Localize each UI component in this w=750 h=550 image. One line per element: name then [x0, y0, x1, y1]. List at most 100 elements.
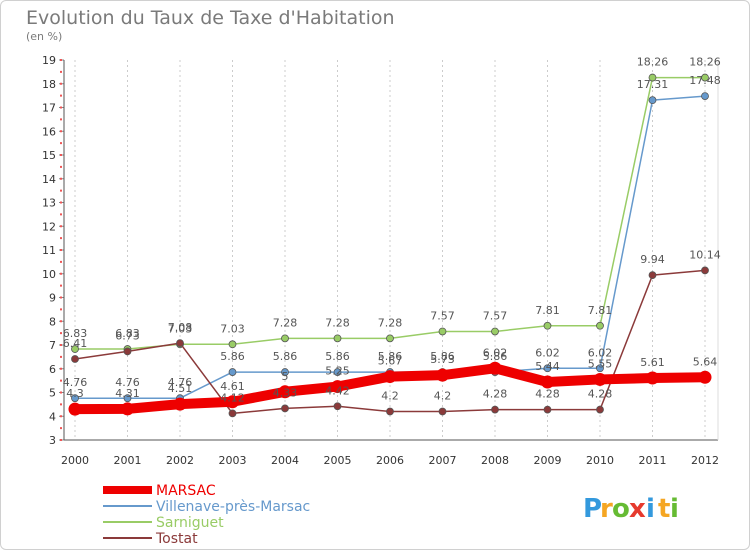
data-point — [333, 368, 342, 376]
y-minor-mark — [60, 332, 62, 335]
data-point — [123, 394, 132, 403]
y-tick-label: 13 — [42, 197, 56, 210]
data-point — [333, 334, 342, 343]
data-point — [646, 371, 659, 385]
data-label: 4.28 — [535, 388, 560, 401]
x-tick-label: 2004 — [271, 454, 299, 467]
y-minor-mark — [60, 237, 62, 240]
data-point — [648, 96, 657, 105]
y-minor-mark — [60, 391, 62, 394]
data-labels: 4.3 4.31 4.51 4.615 5.255.67 5.736.025.44 5.55… — [63, 56, 721, 405]
data-point — [596, 321, 604, 330]
y-minor-mark — [60, 379, 62, 382]
data-point — [593, 372, 607, 386]
y-tick-label: 14 — [42, 173, 56, 186]
data-point — [278, 385, 292, 399]
data-label: 5.73 — [430, 353, 455, 366]
y-tick-label: 3 — [49, 434, 56, 447]
data-label: 5.67 — [378, 355, 403, 368]
legend-label: Villenave-près-Marsac — [156, 499, 310, 515]
data-label: 6.83 — [63, 327, 88, 340]
data-label: 4.76 — [63, 376, 88, 389]
data-point — [173, 397, 187, 411]
data-label: 4.61 — [220, 380, 245, 393]
data-point — [543, 364, 552, 373]
logo-letter: x — [629, 494, 646, 524]
y-minor-mark — [60, 249, 62, 251]
y-tick-label: 18 — [42, 78, 56, 91]
data-point — [226, 395, 239, 409]
y-minor-mark — [60, 189, 62, 192]
data-label: 7.03 — [220, 322, 245, 335]
y-minor-mark — [60, 439, 62, 441]
y-tick-label: 16 — [42, 125, 56, 138]
data-label: 4.76 — [168, 376, 193, 389]
data-label: 5.44 — [535, 360, 560, 373]
data-label: 5.86 — [273, 350, 298, 363]
data-point — [386, 407, 394, 416]
legend-label: Sarniguet — [156, 515, 224, 531]
y-minor-mark — [60, 296, 62, 299]
data-point — [71, 394, 79, 403]
data-point — [701, 266, 709, 275]
data-label: 4.28 — [483, 388, 508, 401]
y-minor-mark — [60, 213, 62, 216]
y-minor-mark — [60, 177, 62, 180]
y-minor-mark — [60, 367, 62, 370]
logo-letter: i — [670, 494, 679, 524]
axes: 2000 2001 2002 2003 2004 2005 2006 2007 2008 2009… — [42, 54, 719, 467]
data-point — [123, 347, 132, 356]
x-tick-label: 2001 — [114, 454, 142, 467]
y-minor-mark — [60, 82, 62, 85]
y-minor-mark — [60, 355, 62, 358]
data-point — [491, 327, 499, 336]
y-minor-mark — [60, 284, 62, 287]
y-tick-label: 9 — [49, 292, 56, 305]
y-minor-mark — [60, 272, 62, 275]
y-minor-mark — [60, 70, 62, 73]
y-minor-mark — [60, 94, 62, 97]
x-tick-label: 2003 — [219, 454, 247, 467]
data-label: 5.86 — [483, 350, 508, 363]
data-label: 7.57 — [483, 309, 508, 322]
data-point — [438, 407, 447, 416]
data-point — [701, 92, 709, 100]
data-point — [698, 370, 712, 384]
data-point — [596, 405, 604, 414]
data-label: 7.28 — [378, 316, 403, 329]
data-label: 6.73 — [115, 329, 140, 342]
y-tick-label: 4 — [49, 410, 56, 423]
data-label: 5 — [282, 370, 289, 383]
y-minor-mark — [60, 415, 62, 418]
data-label: 7.28 — [273, 316, 298, 329]
x-tick-label: 2011 — [639, 454, 667, 467]
y-minor-mark — [60, 344, 62, 346]
data-point — [488, 361, 502, 375]
y-minor-mark — [60, 320, 62, 323]
data-label: 5.61 — [640, 356, 665, 369]
data-point — [228, 340, 237, 349]
legend-label: MARSAC — [156, 483, 216, 499]
data-point — [386, 334, 394, 343]
legend: MARSACVillenave-près-MarsacSarniguetTost… — [103, 483, 310, 547]
y-minor-mark — [60, 225, 62, 228]
chart-title: Evolution du Taux de Taxe d'Habitation — [26, 7, 395, 29]
x-tick-label: 2009 — [534, 454, 562, 467]
data-point — [71, 345, 79, 353]
x-tick-label: 2010 — [586, 454, 614, 467]
y-tick-label: 19 — [42, 54, 56, 67]
data-label: 7.28 — [325, 316, 350, 329]
data-label: 6.02 — [535, 346, 560, 359]
data-label: 6.41 — [63, 337, 88, 350]
data-label: 5.86 — [378, 350, 403, 363]
data-label: 5.86 — [220, 350, 245, 363]
data-point — [541, 375, 554, 389]
data-point — [68, 402, 82, 416]
y-tick-label: 8 — [49, 315, 56, 328]
data-point — [383, 370, 397, 384]
y-tick-label: 10 — [42, 268, 56, 281]
data-label: 7.57 — [430, 309, 455, 322]
data-point — [596, 364, 604, 373]
data-label: 17.31 — [637, 78, 669, 91]
